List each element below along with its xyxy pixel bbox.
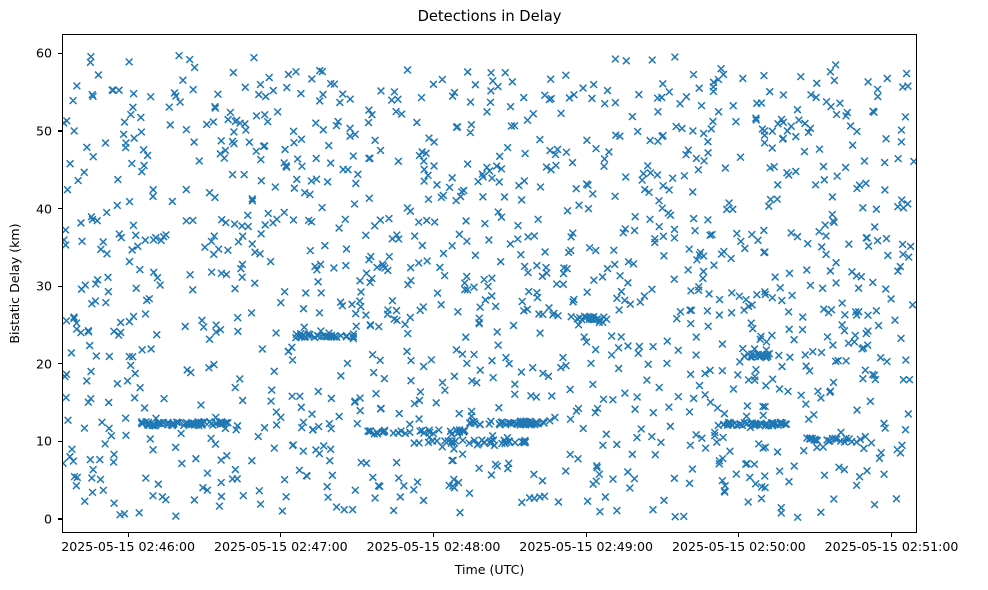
x-tick-mark bbox=[891, 533, 893, 537]
x-axis-label: Time (UTC) bbox=[454, 562, 525, 577]
x-tick-label: 2025-05-15 02:46:00 bbox=[61, 539, 196, 554]
y-tick-label: 20 bbox=[35, 356, 52, 372]
y-tick-mark bbox=[58, 130, 62, 132]
x-tick-mark bbox=[432, 533, 435, 537]
x-tick-label: 2025-05-15 02:50:00 bbox=[671, 539, 806, 554]
x-tick-label: 2025-05-15 02:48:00 bbox=[366, 539, 501, 554]
chart-title: Detections in Delay bbox=[417, 8, 562, 25]
x-tick-label: 2025-05-15 02:49:00 bbox=[519, 539, 654, 554]
x-tick-mark bbox=[585, 533, 587, 537]
y-tick-mark bbox=[58, 208, 62, 210]
scatter-markers bbox=[63, 51, 916, 522]
x-tick-label: 2025-05-15 02:47:00 bbox=[213, 539, 348, 554]
y-tick-label: 0 bbox=[43, 511, 52, 527]
y-tick-label: 60 bbox=[35, 45, 52, 61]
y-tick-mark bbox=[58, 363, 62, 365]
x-tick-mark bbox=[280, 533, 282, 537]
y-tick-mark bbox=[58, 440, 62, 442]
plot-area bbox=[62, 34, 917, 533]
x-tick-label: 2025-05-15 02:51:00 bbox=[824, 539, 959, 554]
y-tick-label: 50 bbox=[35, 123, 52, 139]
y-tick-label: 10 bbox=[35, 433, 52, 449]
y-tick-mark bbox=[58, 285, 62, 287]
y-tick-mark bbox=[58, 52, 62, 54]
y-tick-label: 40 bbox=[35, 201, 52, 217]
scatter-series bbox=[63, 51, 916, 522]
y-tick-mark bbox=[58, 518, 62, 520]
x-tick-mark bbox=[127, 533, 129, 537]
x-tick-mark bbox=[738, 533, 740, 537]
y-tick-label: 30 bbox=[35, 278, 52, 294]
